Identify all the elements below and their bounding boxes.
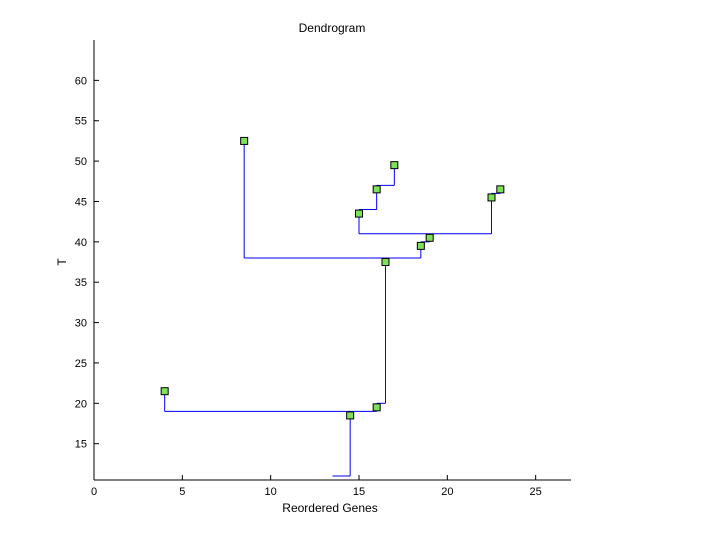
- y-tick-label: 25: [75, 358, 87, 370]
- dendrogram-nodes: [160, 136, 505, 420]
- y-tick-label: 40: [75, 237, 87, 249]
- y-axis-title: T: [55, 258, 69, 266]
- y-tick-label: 20: [75, 398, 87, 410]
- x-tick-label: 5: [179, 486, 185, 498]
- axes: 0 5 10 15 20 25 15 20 25 30 35 40 45 50 55 60: [75, 40, 571, 498]
- chart-title: Dendrogram: [299, 21, 366, 35]
- x-tick-label: 0: [91, 486, 97, 498]
- x-tick-label: 20: [441, 486, 453, 498]
- y-tick-label: 60: [75, 75, 87, 87]
- x-tick-label: 10: [265, 486, 277, 498]
- y-tick-label: 15: [75, 439, 87, 451]
- x-axis-title: Reordered Genes: [282, 501, 377, 515]
- dendrogram-node: [425, 233, 434, 242]
- dendrogram-lines: [164, 140, 501, 477]
- y-tick-label: 45: [75, 196, 87, 208]
- y-tick-label: 35: [75, 277, 87, 289]
- dendrogram-node: [372, 185, 381, 194]
- dendrogram-node: [390, 161, 399, 170]
- x-axis-ticks: 0 5 10 15 20 25: [91, 475, 542, 498]
- x-tick-label: 25: [530, 486, 542, 498]
- y-axis-ticks: 15 20 25 30 35 40 45 50 55 60: [75, 75, 99, 451]
- dendrogram-node: [416, 241, 425, 250]
- dendrogram-node: [346, 411, 355, 420]
- dendrogram-node: [381, 258, 390, 267]
- plot-area: [160, 136, 505, 477]
- dendrogram-node: [240, 136, 249, 145]
- dendrogram-node: [160, 387, 169, 396]
- y-tick-label: 55: [75, 116, 87, 128]
- x-tick-label: 15: [353, 486, 365, 498]
- dendrogram-node: [496, 185, 505, 194]
- dendrogram-node: [487, 193, 496, 202]
- y-tick-label: 50: [75, 156, 87, 168]
- dendrogram-node: [372, 403, 381, 412]
- dendrogram-node: [355, 209, 363, 218]
- y-tick-label: 30: [75, 318, 87, 330]
